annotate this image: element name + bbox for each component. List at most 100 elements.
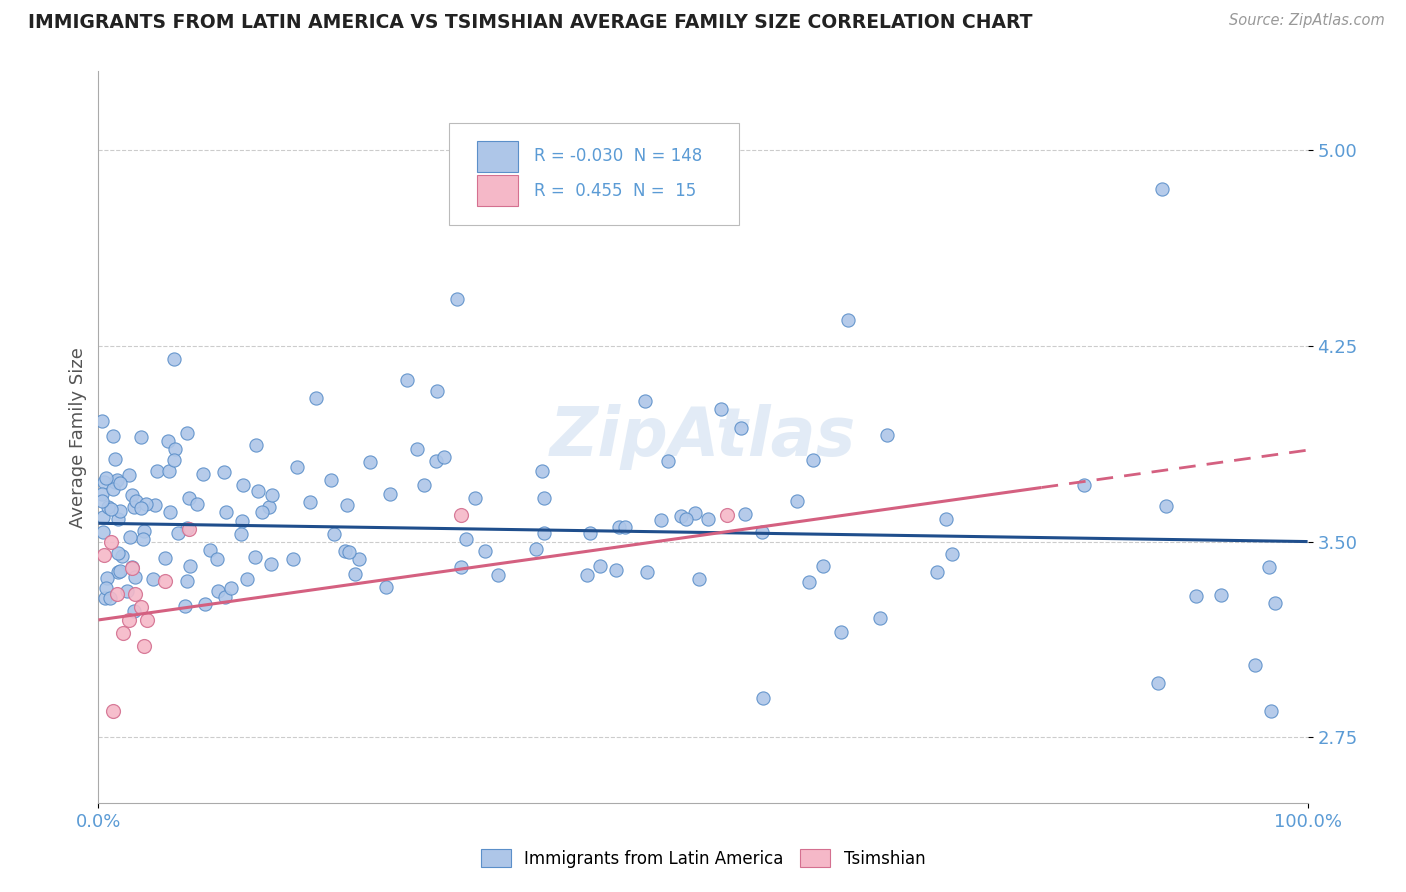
Point xyxy=(157,434,180,448)
Point xyxy=(533,526,555,541)
Point xyxy=(450,508,472,523)
Point xyxy=(1257,560,1279,574)
Point xyxy=(91,487,114,501)
Point xyxy=(636,565,658,579)
Point xyxy=(446,292,468,306)
Point xyxy=(530,464,553,478)
Point xyxy=(117,584,139,599)
Point xyxy=(257,500,280,514)
Point xyxy=(118,613,141,627)
Point xyxy=(589,558,612,573)
Point xyxy=(801,453,824,467)
Point xyxy=(395,373,418,387)
Point xyxy=(579,526,602,541)
Point xyxy=(108,564,131,578)
Point xyxy=(98,591,121,605)
Point xyxy=(163,442,186,456)
Point xyxy=(193,467,215,481)
Point xyxy=(96,571,118,585)
Point xyxy=(941,547,963,561)
Point xyxy=(94,471,117,485)
Point xyxy=(205,552,228,566)
Point xyxy=(121,560,143,574)
Point xyxy=(91,524,114,539)
Point xyxy=(247,483,270,498)
Point xyxy=(143,498,166,512)
Point xyxy=(179,559,201,574)
Point xyxy=(100,534,122,549)
FancyBboxPatch shape xyxy=(477,175,517,206)
Point xyxy=(108,504,131,518)
Point xyxy=(675,512,697,526)
Point xyxy=(120,530,142,544)
Point xyxy=(105,587,128,601)
Text: R = -0.030  N = 148: R = -0.030 N = 148 xyxy=(534,147,702,165)
Point xyxy=(245,438,267,452)
Point xyxy=(344,567,367,582)
Point xyxy=(285,460,308,475)
Point xyxy=(1243,658,1265,673)
Point xyxy=(91,493,114,508)
Point xyxy=(93,475,115,489)
Point xyxy=(91,413,114,427)
Text: IMMIGRANTS FROM LATIN AMERICA VS TSIMSHIAN AVERAGE FAMILY SIZE CORRELATION CHART: IMMIGRANTS FROM LATIN AMERICA VS TSIMSHI… xyxy=(28,13,1032,32)
Point xyxy=(124,587,146,601)
Point xyxy=(93,548,115,562)
Point xyxy=(107,546,129,560)
Point xyxy=(94,582,117,596)
Point xyxy=(336,498,359,512)
Point xyxy=(730,421,752,435)
Point xyxy=(104,452,127,467)
Point xyxy=(347,552,370,566)
Point xyxy=(696,511,718,525)
Point xyxy=(207,583,229,598)
Point xyxy=(614,520,637,534)
Point xyxy=(669,508,692,523)
Point xyxy=(159,464,181,478)
Point xyxy=(107,565,129,579)
Point xyxy=(337,545,360,559)
Point xyxy=(163,453,186,467)
Point xyxy=(107,512,129,526)
Point xyxy=(131,500,153,515)
Point xyxy=(576,568,599,582)
Point xyxy=(176,574,198,588)
Point xyxy=(125,494,148,508)
Point xyxy=(132,524,155,538)
Point xyxy=(688,572,710,586)
Point xyxy=(118,467,141,482)
Point xyxy=(298,495,321,509)
Point xyxy=(716,508,738,523)
Point xyxy=(229,527,252,541)
Point xyxy=(260,488,283,502)
Point xyxy=(121,560,143,574)
Point xyxy=(219,582,242,596)
Point xyxy=(533,491,555,505)
Point xyxy=(406,442,429,456)
Point xyxy=(232,477,254,491)
Point xyxy=(323,527,346,541)
Point xyxy=(122,500,145,515)
FancyBboxPatch shape xyxy=(477,141,517,171)
Point xyxy=(105,473,128,487)
Point xyxy=(167,525,190,540)
Point xyxy=(122,604,145,618)
Point xyxy=(378,486,401,500)
Point xyxy=(250,505,273,519)
Point xyxy=(710,401,733,416)
Point xyxy=(486,568,509,582)
Point xyxy=(194,597,217,611)
Point xyxy=(260,557,283,571)
Point xyxy=(94,591,117,606)
Point xyxy=(456,532,478,546)
Point xyxy=(752,691,775,706)
Point xyxy=(935,511,957,525)
Point xyxy=(108,476,131,491)
Point xyxy=(734,507,756,521)
Point xyxy=(176,521,198,535)
Point xyxy=(215,505,238,519)
Text: ZipAtlas: ZipAtlas xyxy=(550,404,856,470)
Point xyxy=(319,473,342,487)
Point xyxy=(831,624,853,639)
Point xyxy=(236,572,259,586)
